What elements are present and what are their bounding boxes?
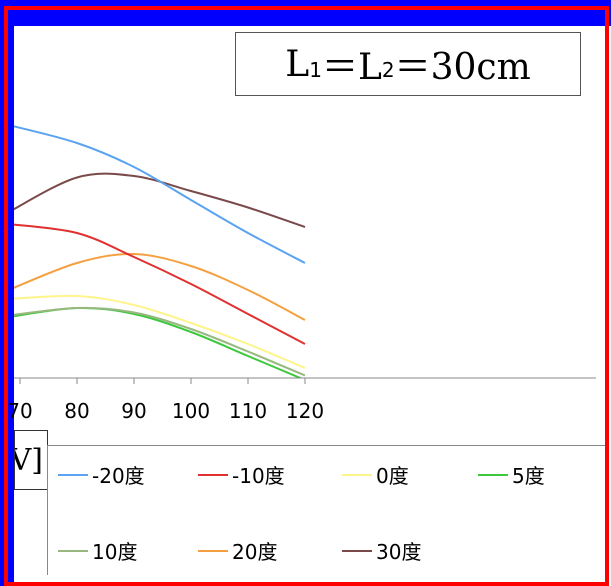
legend-label: 5度 — [512, 464, 545, 488]
title-sub1: 1 — [309, 58, 322, 82]
legend-item: -10度 — [198, 460, 285, 489]
y-axis-label-text: V] — [15, 442, 43, 478]
series-layer — [14, 125, 306, 378]
legend-swatch — [198, 549, 228, 552]
legend-item: -20度 — [58, 460, 145, 489]
legend-swatch — [198, 473, 228, 476]
legend-label: 0度 — [376, 464, 409, 488]
title-sub2: 2 — [381, 58, 395, 82]
series-line--10度 — [14, 223, 306, 345]
series-line--20度 — [14, 125, 306, 264]
legend-item: 20度 — [198, 536, 277, 565]
x-tick-label-70: 70 — [7, 399, 32, 423]
legend-label: -10度 — [232, 464, 285, 488]
legend-item: 5度 — [478, 460, 545, 489]
title-l1: L — [285, 43, 310, 85]
title-eq1: ＝L — [321, 47, 382, 88]
series-line-10度 — [14, 306, 306, 377]
x-tick-label-80: 80 — [64, 399, 89, 423]
x-tick-label-100: 100 — [172, 399, 210, 423]
legend-label: 20度 — [232, 540, 278, 564]
frame-top-bar — [0, 0, 611, 26]
legend-item: 30度 — [342, 536, 421, 565]
legend-label: 10度 — [92, 540, 138, 564]
legend-swatch — [342, 549, 372, 552]
series-line-20度 — [14, 252, 306, 321]
chart-legend: -20度 -10度 0度 5度 10度 20度 30度 — [47, 445, 607, 575]
legend-item: 0度 — [342, 460, 409, 489]
chart-title: L 1 ＝L 2 ＝30cm — [235, 32, 581, 96]
series-line-0度 — [14, 294, 306, 369]
legend-swatch — [58, 549, 88, 552]
legend-label: 30度 — [376, 540, 422, 564]
title-rest: ＝30cm — [394, 47, 531, 88]
x-tick-label-110: 110 — [229, 399, 267, 423]
x-tick-label-120: 120 — [286, 399, 324, 423]
legend-label: -20度 — [92, 464, 145, 488]
legend-item: 10度 — [58, 536, 137, 565]
legend-swatch — [478, 473, 508, 476]
x-tick-label-90: 90 — [121, 399, 146, 423]
legend-swatch — [342, 473, 372, 476]
y-axis-label: V] — [14, 430, 48, 490]
x-tick-layer: 70 80 90 100 110 120 — [7, 378, 324, 423]
legend-swatch — [58, 473, 88, 476]
series-line-30度 — [14, 172, 306, 228]
